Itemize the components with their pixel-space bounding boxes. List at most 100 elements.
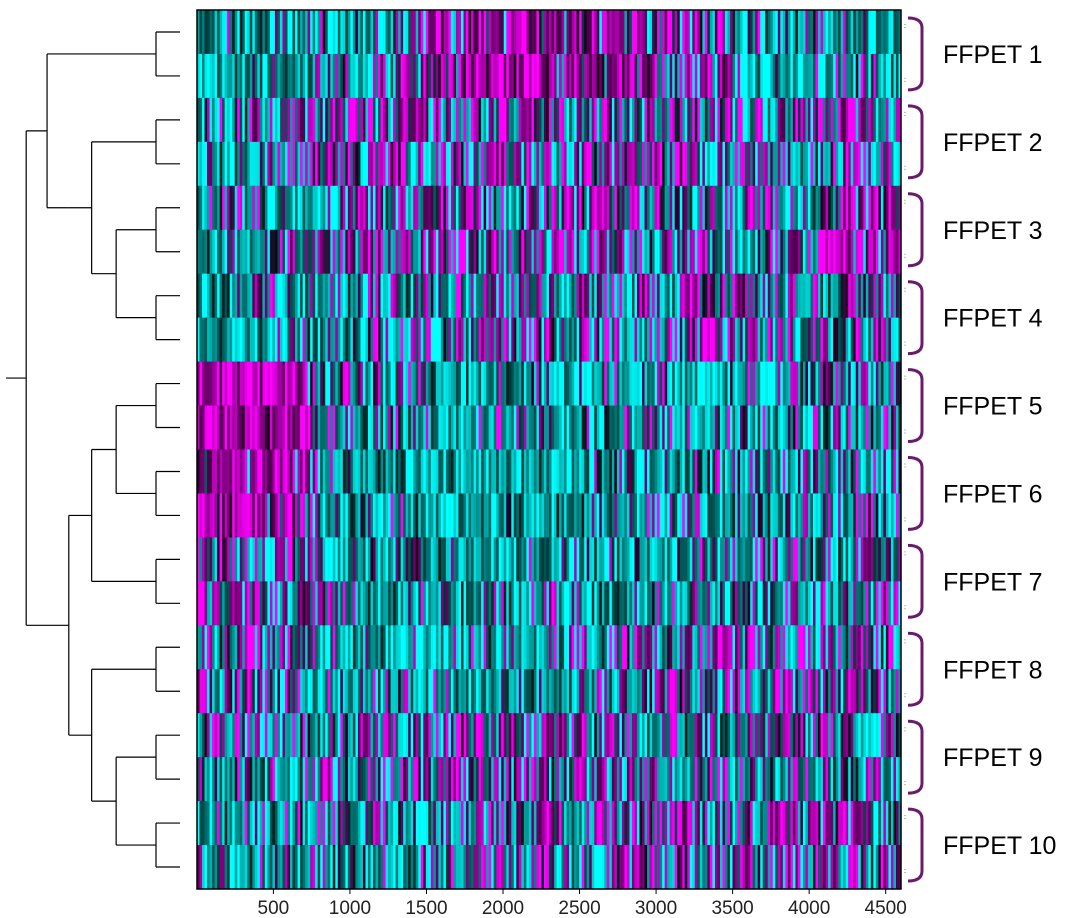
heatmap-cell — [197, 141, 200, 187]
heatmap-cell — [719, 625, 723, 670]
heatmap-cell — [420, 493, 424, 538]
heatmap-cell — [279, 449, 283, 494]
heatmap-cell — [885, 713, 889, 758]
heatmap-cell — [292, 713, 296, 758]
heatmap-cell — [626, 53, 630, 99]
heatmap-cell — [677, 10, 681, 55]
heatmap-cell — [875, 53, 879, 99]
heatmap-cell — [486, 449, 489, 494]
heatmap-cell — [448, 713, 452, 758]
heatmap-cell — [272, 713, 276, 758]
heatmap-cell — [461, 229, 464, 275]
heatmap-cell — [546, 537, 550, 582]
heatmap-cell — [362, 10, 366, 55]
heatmap-cell — [782, 317, 786, 362]
heatmap-cell — [559, 449, 562, 494]
heatmap-cell — [611, 449, 615, 494]
heatmap-cell — [702, 229, 706, 275]
heatmap-cell — [393, 757, 396, 802]
heatmap-cell — [780, 713, 784, 758]
heatmap-cell — [385, 10, 389, 55]
heatmap-cell — [564, 493, 567, 538]
heatmap-cell — [227, 361, 231, 406]
heatmap-cell — [528, 141, 532, 187]
heatmap-cell — [888, 229, 892, 275]
heatmap-cell — [370, 625, 374, 670]
heatmap-cell — [692, 537, 696, 582]
heatmap-cell — [403, 493, 407, 538]
heatmap-cell — [725, 713, 728, 758]
heatmap-cell — [790, 10, 794, 55]
heatmap-cell — [787, 361, 791, 406]
heatmap-cell — [254, 97, 258, 143]
heatmap-cell — [413, 229, 417, 275]
heatmap-cell — [496, 669, 500, 714]
heatmap-cell — [750, 317, 753, 362]
heatmap-cell — [307, 53, 311, 99]
heatmap-cell — [556, 405, 560, 450]
heatmap-cell — [350, 581, 354, 626]
heatmap-cell — [667, 669, 671, 714]
heatmap-cell — [722, 669, 726, 714]
heatmap-cell — [388, 53, 391, 99]
heatmap-cell — [335, 405, 339, 450]
heatmap-cell — [455, 53, 459, 99]
heatmap-cell — [878, 97, 882, 143]
heatmap-cell — [337, 493, 341, 538]
heatmap-cell — [626, 185, 630, 231]
heatmap-cell — [631, 361, 635, 406]
heatmap-cell — [631, 141, 635, 187]
heatmap-cell — [481, 625, 484, 670]
heatmap-cell — [654, 581, 658, 626]
heatmap-cell — [355, 317, 359, 362]
heatmap-cell — [438, 713, 442, 758]
heatmap-cell — [878, 581, 882, 626]
heatmap-cell — [694, 493, 698, 538]
heatmap-cell — [269, 493, 273, 538]
heatmap-cell — [586, 141, 590, 187]
heatmap-cell — [209, 10, 213, 55]
heatmap-cell — [694, 361, 698, 406]
heatmap-cell — [845, 273, 849, 318]
heatmap-cell — [576, 581, 580, 626]
heatmap-cell — [770, 53, 774, 99]
heatmap-cell — [435, 229, 439, 275]
heatmap-cell — [491, 97, 495, 143]
heatmap-cell — [440, 53, 444, 99]
heatmap-cell — [375, 10, 379, 55]
heatmap-cell — [880, 229, 884, 275]
heatmap-cell — [662, 449, 665, 494]
heatmap-cell — [300, 317, 303, 362]
heatmap-cell — [571, 449, 575, 494]
heatmap-cell — [875, 10, 879, 55]
heatmap-cell — [274, 757, 278, 802]
heatmap-cell — [398, 53, 401, 99]
heatmap-cell — [425, 273, 429, 318]
heatmap-cell — [868, 625, 872, 670]
heatmap-cell — [722, 625, 726, 670]
heatmap-cell — [624, 229, 628, 275]
heatmap-cell — [868, 97, 872, 143]
heatmap-cell — [637, 581, 640, 626]
heatmap-cell — [445, 537, 449, 582]
heatmap-cell — [310, 537, 313, 582]
heatmap-cell — [262, 493, 266, 538]
heatmap-cell — [252, 317, 256, 362]
heatmap-cell — [506, 581, 510, 626]
heatmap-cell — [797, 10, 801, 55]
heatmap-cell — [347, 53, 351, 99]
heatmap-cell — [772, 53, 776, 99]
heatmap-cell — [521, 713, 525, 758]
heatmap-cell — [264, 625, 268, 670]
heatmap-cell — [317, 97, 321, 143]
heatmap-cell — [468, 669, 472, 714]
heatmap-cell — [642, 361, 645, 406]
heatmap-cell — [581, 625, 585, 670]
heatmap-cell — [589, 361, 593, 406]
heatmap-cell — [760, 713, 764, 758]
heatmap-cell — [586, 449, 590, 494]
heatmap-cell — [707, 713, 711, 758]
heatmap-cell — [322, 97, 326, 143]
heatmap-cell — [395, 625, 399, 670]
heatmap-cell — [365, 273, 369, 318]
